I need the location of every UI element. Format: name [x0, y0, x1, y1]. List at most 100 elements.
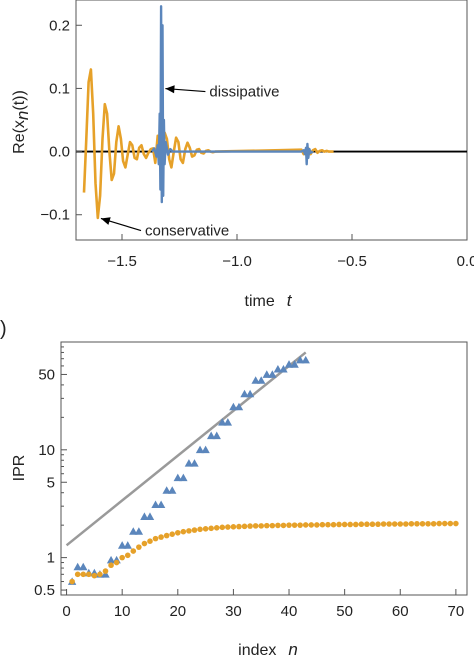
- x-tick-label: −0.5: [337, 253, 367, 270]
- conservative-point: [397, 521, 404, 527]
- conservative-point: [236, 523, 242, 530]
- conservative-point: [325, 521, 331, 528]
- dissipative-point: [240, 389, 249, 398]
- dissipative-point: [184, 459, 194, 467]
- conservative-point: [213, 525, 220, 531]
- conservative-point: [341, 521, 348, 528]
- conservative-point: [336, 521, 342, 528]
- dissipative-point: [284, 360, 294, 368]
- dissipative-point: [223, 418, 233, 426]
- time-x-axis-label: time t: [245, 291, 293, 310]
- conservative-point: [141, 540, 148, 547]
- conservative-point: [319, 521, 326, 528]
- conservative-point: [419, 520, 426, 527]
- conservative-point: [447, 520, 454, 527]
- conservative-point: [147, 538, 153, 544]
- conservative-annotation-arrowhead: [100, 217, 111, 225]
- dissipative-point: [201, 445, 210, 454]
- dissipative-point: [179, 473, 188, 482]
- dissipative-point: [257, 376, 266, 384]
- dissipative-point: [212, 431, 221, 440]
- conservative-point: [358, 521, 365, 528]
- conservative-point: [169, 531, 176, 537]
- x-tick-label: −1.0: [222, 253, 252, 270]
- dissipative-point: [273, 364, 283, 373]
- x-tick-label: 60: [392, 603, 409, 620]
- dissipative-point: [245, 389, 255, 398]
- ipr-y-axis: 0.5 1 5 10 50: [34, 346, 67, 599]
- conservative-point: [430, 520, 437, 527]
- dissipative-annotation-label: dissipative: [209, 84, 279, 101]
- conservative-point: [74, 571, 81, 578]
- conservative-point: [297, 522, 303, 528]
- dissipative-point: [251, 376, 260, 384]
- dissipative-annotation-arrowhead: [165, 85, 175, 94]
- conservative-point: [152, 535, 159, 542]
- conservative-point: [91, 572, 98, 579]
- conservative-point: [414, 520, 420, 527]
- conservative-point: [269, 522, 276, 529]
- x-tick-label: 10: [114, 603, 131, 620]
- conservative-point: [280, 522, 287, 529]
- dissipative-point: [206, 431, 216, 440]
- x-tick-label: 30: [225, 603, 242, 620]
- x-tick-label: 70: [448, 603, 465, 620]
- ipr-scatter-points: [67, 355, 459, 585]
- conservative-point: [208, 525, 214, 532]
- y-tick-label: 0.1: [49, 80, 70, 97]
- dissipative-series-line: [150, 5, 314, 204]
- dissipative-point: [173, 473, 182, 482]
- conservative-point: [380, 521, 387, 527]
- dissipative-point: [290, 360, 299, 368]
- conservative-point: [219, 524, 226, 531]
- conservative-point: [113, 559, 120, 566]
- conservative-point: [191, 527, 198, 533]
- conservative-point: [97, 571, 103, 578]
- dissipative-point: [123, 541, 132, 549]
- conservative-point: [202, 526, 209, 532]
- dissipative-point: [151, 500, 160, 509]
- ipr-panel: ) 0 10 20 30 40 50 60 70 0.5 1 5 10 50 index n IPR: [0, 318, 468, 659]
- conservative-point: [408, 520, 415, 527]
- conservative-point: [241, 523, 248, 530]
- y-tick-label: 0.0: [49, 144, 70, 161]
- dissipative-point: [229, 402, 238, 411]
- conservative-point: [364, 521, 370, 528]
- dissipative-point: [279, 364, 288, 373]
- conservative-point: [108, 562, 114, 569]
- conservative-point: [391, 521, 398, 527]
- dissipative-point: [134, 527, 144, 535]
- ipr-y-axis-label: IPR: [11, 455, 28, 482]
- conservative-point: [163, 532, 170, 539]
- reference-line-group: [65, 351, 307, 547]
- dissipative-point: [73, 562, 82, 571]
- dissipative-point: [106, 555, 116, 564]
- conservative-point: [291, 522, 298, 528]
- dissipative-point: [117, 541, 127, 549]
- time-x-axis: −1.5 −1.0 −0.5 0.0: [107, 234, 474, 270]
- y-tick-label: 5: [47, 474, 55, 491]
- x-tick-label: 20: [169, 603, 186, 620]
- ipr-x-axis: 0 10 20 30 40 50 60 70: [62, 589, 464, 620]
- conservative-point: [225, 524, 231, 530]
- dissipative-point: [234, 402, 244, 411]
- conservative-point: [69, 578, 75, 585]
- conservative-point: [174, 529, 181, 536]
- conservative-point: [102, 568, 109, 574]
- conservative-point: [86, 571, 92, 578]
- conservative-point: [436, 520, 442, 527]
- conservative-point: [119, 554, 125, 561]
- y-tick-label: 0.2: [49, 17, 70, 34]
- y-tick-label: 10: [38, 442, 55, 459]
- dissipative-point: [218, 418, 227, 426]
- conservative-point: [347, 521, 354, 528]
- conservative-point: [263, 522, 270, 529]
- conservative-point: [375, 521, 381, 528]
- time-series-panel: −1.5 −1.0 −0.5 0.0 −0.1 0.0 0.1 0.2 dissipativ…: [11, 0, 474, 310]
- conservative-point: [180, 528, 187, 535]
- dissipative-point: [162, 486, 171, 494]
- x-tick-label: 50: [336, 603, 353, 620]
- conservative-point: [302, 522, 309, 528]
- conservative-point: [403, 521, 409, 527]
- conservative-point: [275, 522, 281, 529]
